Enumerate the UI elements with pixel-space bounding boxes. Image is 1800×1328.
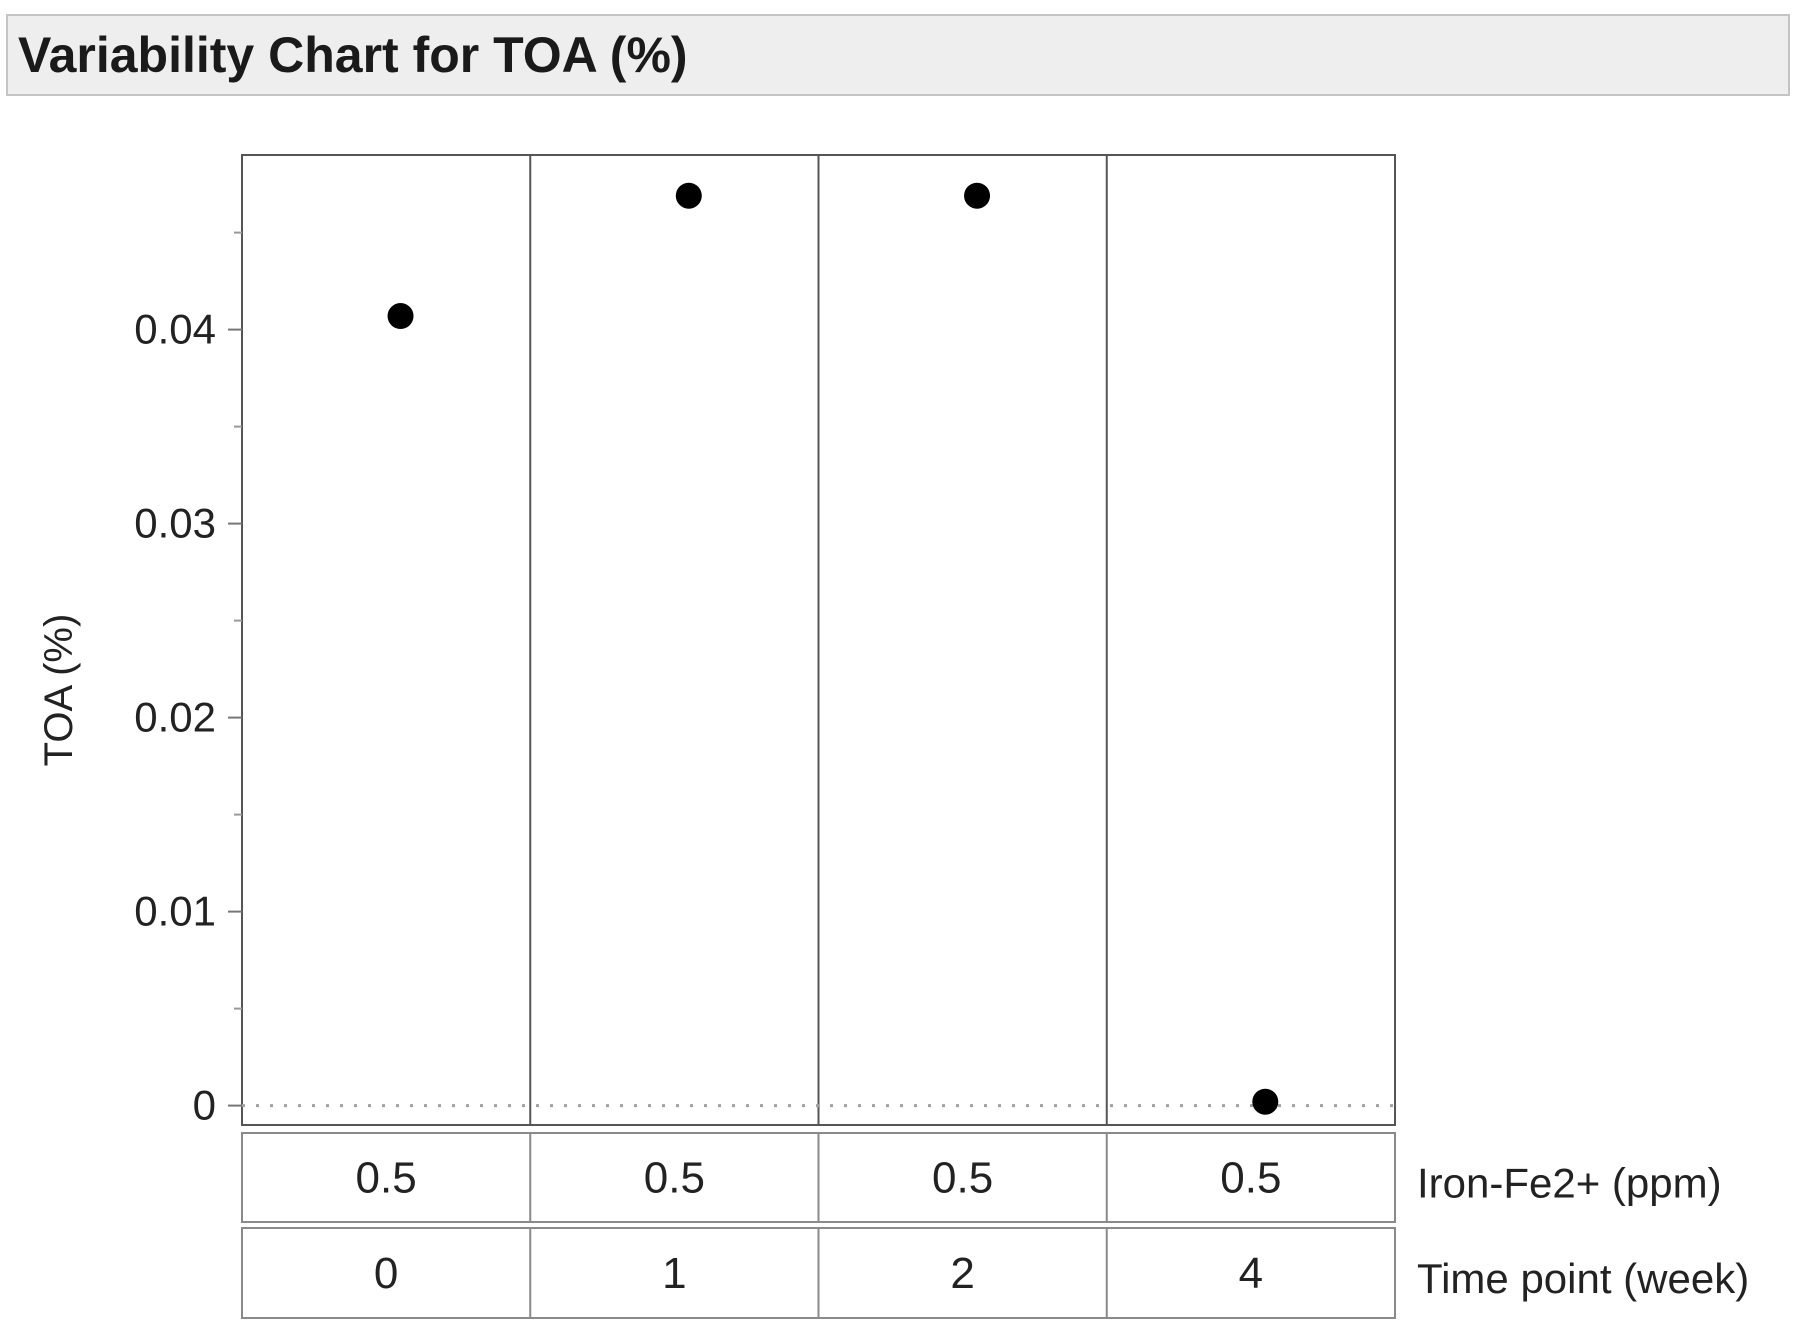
iron-level-label: 0.5 [644,1154,705,1203]
chart-title: Variability Chart for TOA (%) [18,27,688,83]
y-tick-label: 0 [193,1082,216,1129]
y-tick-label: 0.01 [134,888,216,935]
data-point [964,182,991,209]
iron-level-label: 0.5 [356,1154,417,1203]
factor-name-time: Time point (week) [1417,1255,1749,1302]
iron-level-label: 0.5 [932,1154,993,1203]
iron-level-label: 0.5 [1220,1154,1281,1203]
y-tick-label: 0.02 [134,694,216,741]
time-point-label: 1 [662,1249,686,1298]
data-point [387,303,414,330]
y-axis-label: TOA (%) [37,614,81,767]
time-point-label: 0 [374,1249,398,1298]
y-tick-label: 0.03 [134,500,216,547]
time-point-label: 4 [1239,1249,1263,1298]
data-point [675,182,702,209]
factor-name-iron: Iron-Fe2+ (ppm) [1417,1160,1722,1207]
data-point [1252,1088,1279,1115]
y-tick-label: 0.04 [134,306,216,353]
chart-title-bar: Variability Chart for TOA (%) [6,14,1790,96]
time-point-label: 2 [950,1249,974,1298]
